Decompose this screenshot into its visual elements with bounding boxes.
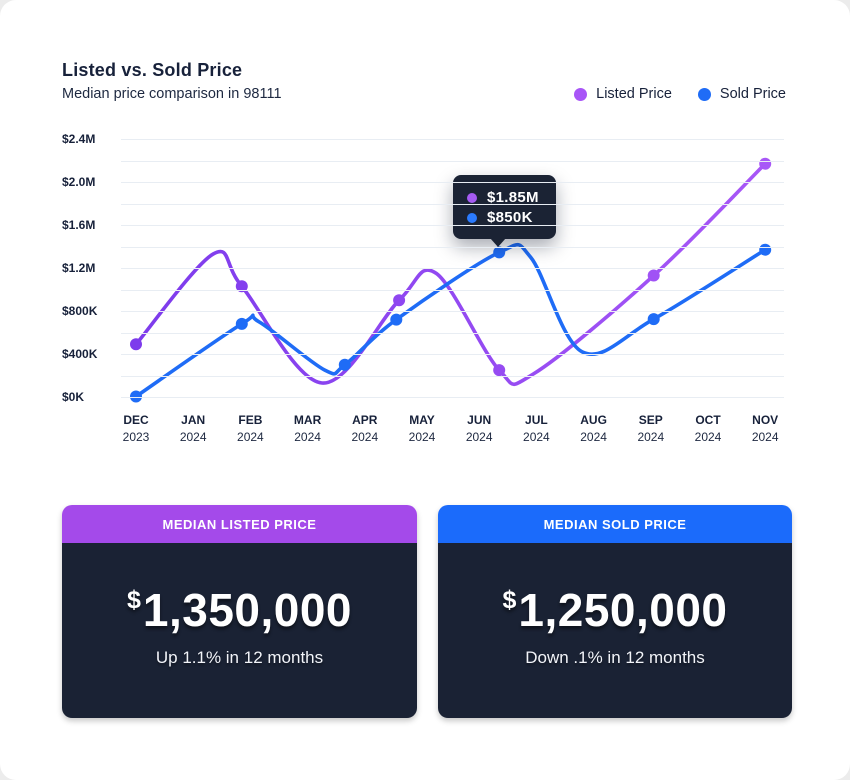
gridline: [121, 203, 784, 205]
listed-card-body: $1,350,000 Up 1.1% in 12 months: [62, 543, 417, 718]
gridline: [121, 246, 784, 248]
listed-price-data-point[interactable]: [235, 280, 248, 293]
gridline: [121, 354, 784, 355]
sold-card-delta: Down .1% in 12 months: [525, 648, 705, 667]
x-axis-tick-label: JUN 2024: [465, 413, 493, 444]
listed-price-line: [134, 161, 767, 387]
legend-item-listed-price[interactable]: Listed Price: [574, 86, 672, 102]
currency-symbol: $: [502, 586, 517, 614]
tooltip-row-listed: $1.85M: [467, 189, 539, 206]
sold-card-header: MEDIAN SOLD PRICE: [438, 505, 792, 543]
tooltip-listed-value: $1.85M: [487, 189, 539, 206]
y-axis-tick-label: $800K: [62, 304, 98, 318]
chart-tooltip: $1.85M $850K: [453, 175, 556, 247]
sold-price-dot-icon: [467, 212, 477, 223]
gridline: [121, 289, 784, 291]
sold-price-data-point[interactable]: [390, 313, 403, 326]
listed-card-header: MEDIAN LISTED PRICE: [62, 505, 417, 543]
y-axis-tick-label: $1.6M: [62, 218, 96, 232]
sold-price-data-point[interactable]: [759, 243, 772, 256]
gridline: [121, 332, 784, 334]
tooltip-sold-value: $850K: [487, 209, 533, 226]
legend-label-sold: Sold Price: [719, 86, 786, 102]
page-subtitle: Median price comparison in 98111: [62, 86, 282, 102]
y-axis-tick-label: $0K: [62, 390, 85, 404]
chart-header: Listed vs. Sold Price Median price compa…: [62, 60, 282, 102]
sold-price-data-point[interactable]: [493, 246, 506, 259]
chart-series-canvas: [130, 157, 772, 403]
currency-symbol: $: [126, 586, 141, 614]
x-axis-tick-label: APR 2024: [351, 413, 379, 444]
legend-label-listed: Listed Price: [596, 86, 672, 102]
listed-price-data-point[interactable]: [647, 269, 660, 282]
gridline: [121, 160, 784, 162]
y-axis-tick-label: $1.2M: [62, 261, 96, 275]
listed-price-data-point[interactable]: [130, 338, 142, 351]
legend-item-sold-price[interactable]: Sold Price: [697, 86, 786, 102]
x-axis-tick-label: MAR 2024: [293, 413, 322, 444]
y-axis-tick-label: $2.0M: [62, 175, 96, 189]
sold-card-body: $1,250,000 Down .1% in 12 months: [438, 543, 792, 718]
listed-price-data-point[interactable]: [759, 157, 772, 170]
gridline: [121, 182, 784, 183]
sold-price-data-point[interactable]: [338, 358, 351, 371]
listed-card-delta: Up 1.1% in 12 months: [155, 648, 324, 667]
listed-price-amount: 1,350,000: [142, 584, 353, 636]
x-axis-tick-label: AUG 2024: [580, 413, 607, 444]
sold-card-value: $1,250,000: [438, 543, 792, 637]
sold-price-data-point[interactable]: [235, 317, 248, 330]
gridline: [121, 225, 784, 226]
median-listed-price-card: MEDIAN LISTED PRICE $1,350,000 Up 1.1% i…: [62, 505, 417, 718]
median-sold-price-card: MEDIAN SOLD PRICE $1,250,000 Down .1% in…: [438, 505, 792, 718]
gridline: [121, 139, 784, 140]
price-line-chart: $1.85M $850K $0K $400K $800K $1.2M $1.6M $2.0…: [62, 132, 784, 444]
tooltip-row-sold: $850K: [467, 209, 539, 226]
listed-price-dot-icon: [574, 87, 588, 101]
x-axis-tick-label: MAY 2024: [408, 413, 436, 444]
x-axis-tick-label: NOV 2024: [751, 413, 779, 444]
listed-card-value: $1,350,000: [62, 543, 417, 637]
listed-price-dot-icon: [467, 192, 477, 203]
x-axis-tick-label: OCT 2024: [694, 413, 722, 444]
chart-legend: Listed Price Sold Price: [574, 86, 786, 102]
gridline: [121, 397, 784, 398]
sold-price-data-point[interactable]: [647, 313, 660, 326]
sold-price-data-point[interactable]: [130, 390, 142, 403]
x-axis-tick-label: SEP 2024: [637, 413, 665, 444]
x-axis-tick-label: FEB 2024: [237, 413, 264, 444]
gridline: [121, 268, 784, 269]
y-axis-tick-label: $400K: [62, 347, 98, 361]
listed-price-data-point[interactable]: [393, 294, 406, 307]
sold-price-amount: 1,250,000: [518, 584, 728, 636]
listed-price-data-point[interactable]: [493, 364, 506, 377]
gridline: [121, 311, 784, 312]
gridline: [121, 375, 784, 377]
sold-price-dot-icon: [697, 87, 711, 101]
y-axis-tick-label: $2.4M: [62, 132, 96, 146]
page-title: Listed vs. Sold Price: [62, 60, 243, 80]
x-axis-tick-label: JUL 2024: [523, 413, 550, 444]
x-axis-tick-label: JAN 2024: [179, 413, 207, 444]
x-axis-tick-label: DEC 2023: [122, 413, 150, 444]
